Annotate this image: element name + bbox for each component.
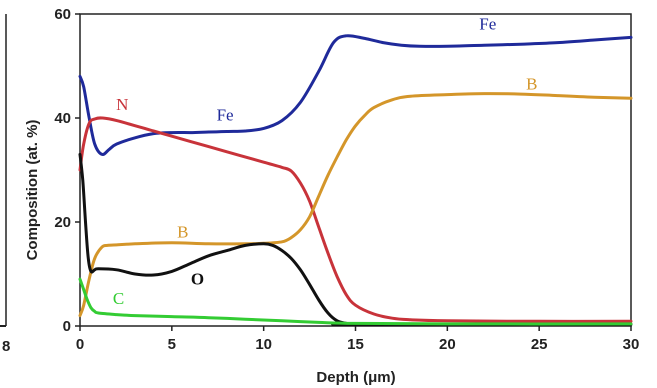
series-line-c [78, 277, 633, 326]
x-tick-label-15: 15 [347, 336, 364, 353]
series-line-n [78, 116, 633, 323]
series-line-fe [78, 34, 633, 156]
series-label-c-1: C [113, 289, 124, 308]
left-edge-label: 8 [2, 338, 10, 355]
x-tick-label-10: 10 [255, 336, 272, 353]
series-label-b-2: B [526, 74, 537, 93]
x-tick-label-20: 20 [439, 336, 456, 353]
series-label-fe-2: Fe [479, 15, 496, 34]
series-group [78, 34, 633, 326]
x-tick-label-30: 30 [623, 336, 640, 353]
x-axis-label: Depth (μm) [316, 369, 395, 386]
y-tick-label-40: 40 [54, 110, 71, 127]
series-line-o [78, 152, 633, 326]
x-tick-label-25: 25 [531, 336, 548, 353]
series-label-n-1: N [116, 95, 128, 114]
y-tick-label-20: 20 [54, 214, 71, 231]
series-labels: Fe Fe N B B O C [113, 15, 538, 309]
x-tick-label-5: 5 [168, 336, 176, 353]
y-tick-label-60: 60 [54, 6, 71, 23]
y-tick-label-0: 0 [63, 318, 71, 335]
x-tick-label-0: 0 [76, 336, 84, 353]
series-line-b [78, 92, 633, 318]
axis-ticks: 0 5 10 15 20 25 30 0 20 40 60 [54, 6, 639, 353]
y-axis-label: Composition (at. %) [24, 120, 41, 261]
series-label-fe-1: Fe [217, 106, 234, 125]
series-label-b-1: B [177, 223, 188, 242]
series-label-o-1: O [191, 269, 204, 288]
plot-area [79, 13, 632, 327]
